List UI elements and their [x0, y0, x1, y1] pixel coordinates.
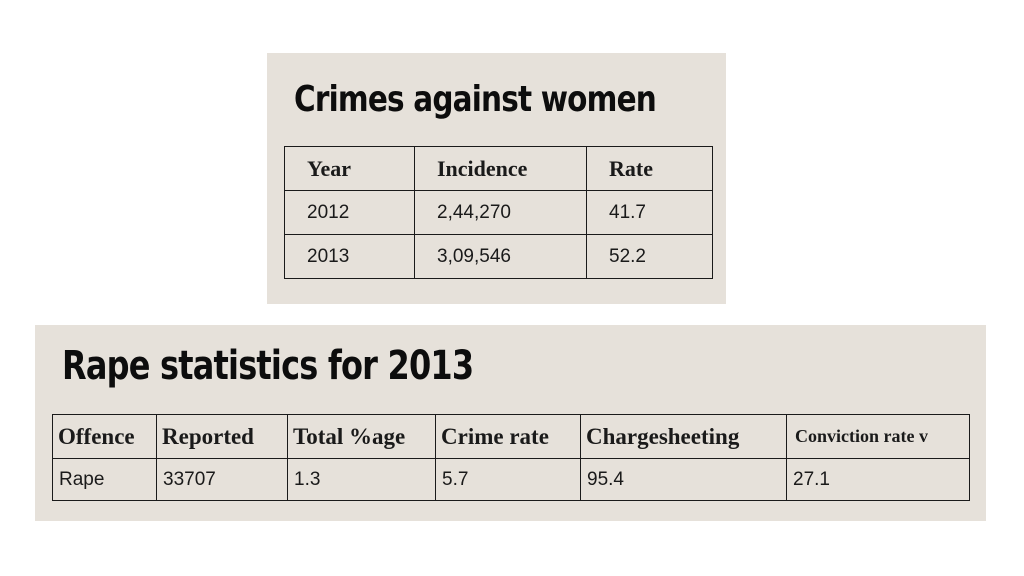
column-header-chargesheeting: Chargesheeting — [580, 414, 787, 459]
column-header-crime-rate: Crime rate — [435, 414, 581, 459]
cell-reported: 33707 — [156, 458, 288, 501]
column-header-conviction-rate: Conviction rate v — [786, 414, 970, 459]
cell-year: 2013 — [284, 234, 415, 279]
column-header-year: Year — [284, 146, 415, 191]
rape-statistics-panel: Rape statistics for 2013 Offence Reporte… — [35, 325, 986, 521]
column-header-offence: Offence — [52, 414, 157, 459]
rape-statistics-table: Offence Reported Total %age Crime rate C… — [52, 414, 970, 501]
cell-offence: Rape — [52, 458, 157, 501]
table-row: Rape 33707 1.3 5.7 95.4 27.1 — [52, 458, 970, 501]
cell-crime-rate: 5.7 — [435, 458, 581, 501]
crimes-against-women-panel: Crimes against women Year Incidence Rate… — [267, 53, 726, 304]
cell-incidence: 2,44,270 — [414, 190, 587, 235]
header-row: Year Incidence Rate — [284, 146, 713, 191]
header-row: Offence Reported Total %age Crime rate C… — [52, 414, 970, 459]
cell-total-percentage: 1.3 — [287, 458, 436, 501]
cell-rate: 52.2 — [586, 234, 713, 279]
cell-incidence: 3,09,546 — [414, 234, 587, 279]
cell-rate: 41.7 — [586, 190, 713, 235]
table-title: Rape statistics for 2013 — [62, 343, 474, 389]
column-header-rate: Rate — [586, 146, 713, 191]
crimes-against-women-table: Year Incidence Rate 2012 2,44,270 41.7 2… — [284, 146, 713, 279]
table-row: 2013 3,09,546 52.2 — [284, 234, 713, 279]
column-header-reported: Reported — [156, 414, 288, 459]
cell-chargesheeting: 95.4 — [580, 458, 787, 501]
table-title: Crimes against women — [294, 79, 657, 120]
column-header-total-percentage: Total %age — [287, 414, 436, 459]
table-row: 2012 2,44,270 41.7 — [284, 190, 713, 235]
column-header-incidence: Incidence — [414, 146, 587, 191]
cell-year: 2012 — [284, 190, 415, 235]
cell-conviction-rate: 27.1 — [786, 458, 970, 501]
